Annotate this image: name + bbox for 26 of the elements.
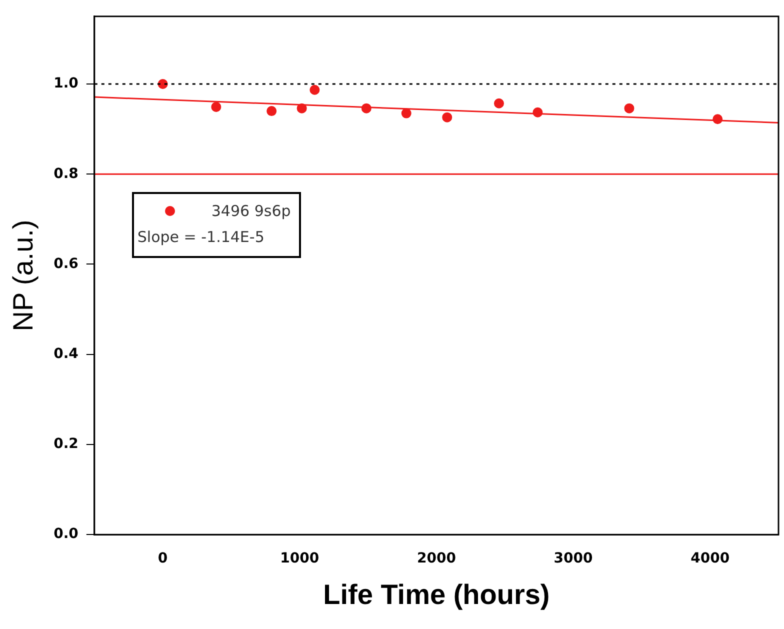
legend-label: 3496 9s6p bbox=[211, 202, 291, 220]
point bbox=[624, 103, 634, 114]
x-tick-label: 2000 bbox=[416, 550, 456, 567]
point bbox=[361, 103, 372, 114]
y-tick-label: 0.4 bbox=[54, 346, 79, 362]
y-tick-label: 0.0 bbox=[54, 526, 79, 542]
point bbox=[296, 103, 307, 114]
point bbox=[494, 98, 504, 108]
y-tick-label: 1.0 bbox=[54, 76, 79, 92]
point bbox=[712, 114, 723, 124]
x-tick-label: 4000 bbox=[690, 550, 730, 567]
y-tick-label: 0.2 bbox=[54, 436, 78, 452]
point bbox=[532, 107, 543, 118]
x-tick-label: 1000 bbox=[280, 550, 320, 567]
point bbox=[266, 106, 277, 116]
annotation: Slope = -1.14E-5 bbox=[137, 227, 266, 248]
x-tick-label: 0 bbox=[158, 550, 168, 567]
y-tick-label: 0.8 bbox=[54, 166, 78, 182]
x-axis-title: Life Time (hours) bbox=[323, 578, 550, 610]
point bbox=[211, 102, 222, 112]
y-tick-label: 0.6 bbox=[54, 256, 78, 272]
point bbox=[310, 84, 320, 95]
y-axis-title: NP (a.u.) bbox=[8, 220, 39, 332]
point bbox=[442, 112, 452, 122]
point bbox=[401, 108, 412, 118]
x-tick-label: 3000 bbox=[554, 550, 594, 567]
